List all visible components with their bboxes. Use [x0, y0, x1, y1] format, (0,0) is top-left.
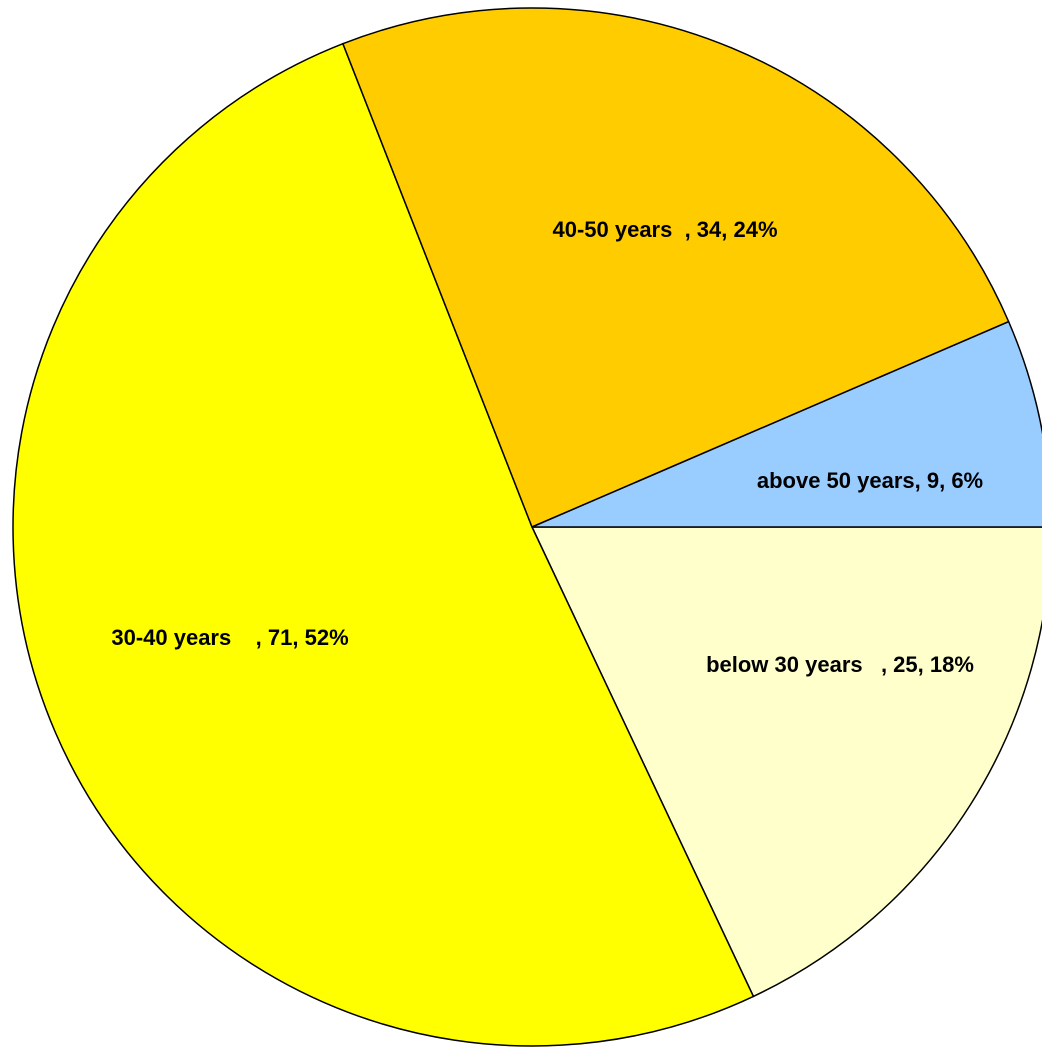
data-label: above 50 years, 9, 6%	[756, 468, 984, 493]
pie-slice	[531, 320, 1042, 528]
pie-slice	[530, 526, 1042, 998]
data-label: 40-50 years , 34, 24%	[552, 217, 778, 242]
pie-slice	[341, 7, 1010, 528]
data-label: 30-40 years , 71, 52%	[111, 625, 349, 650]
data-label: below 30 years , 25, 18%	[706, 652, 974, 677]
pie-slice	[12, 42, 755, 1047]
